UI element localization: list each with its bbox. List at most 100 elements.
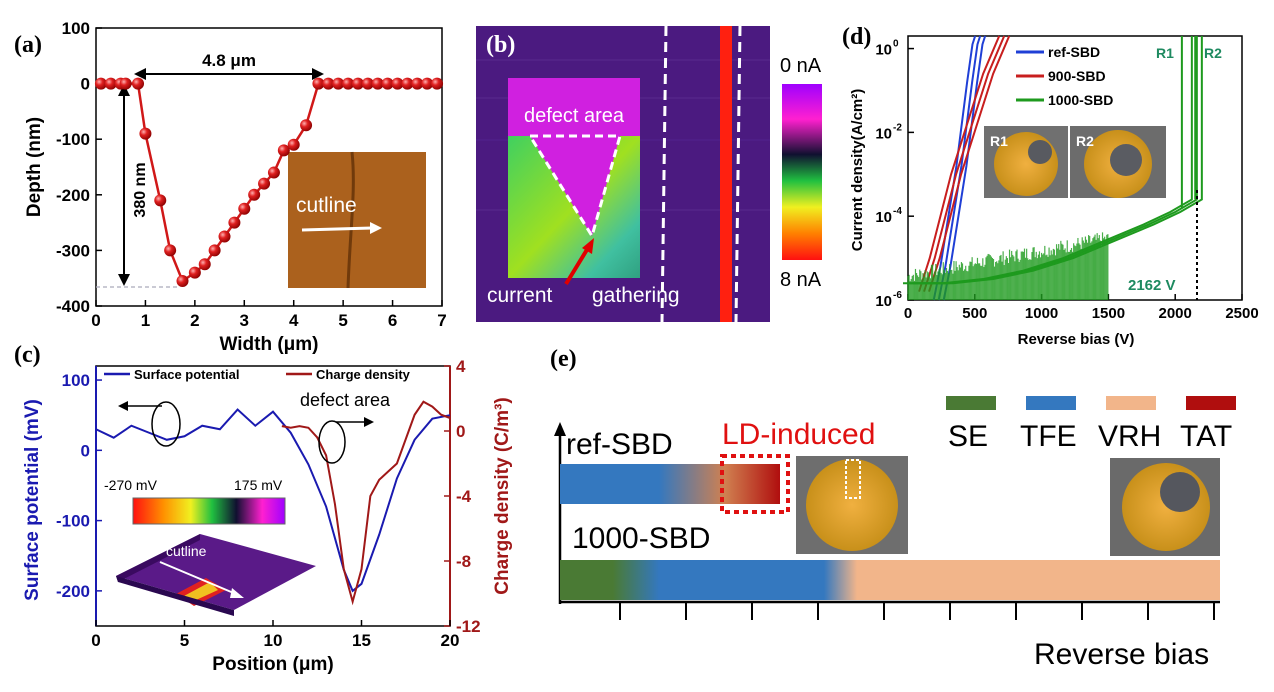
defect-area-label: defect area [524, 105, 625, 127]
profile-point [312, 77, 325, 90]
c-ytick-label: -200 [56, 582, 90, 601]
a-xtick-label: 1 [141, 311, 150, 330]
panel-e-legend: SE TFE VRH TAT [946, 396, 1236, 453]
a-xtick-label: 7 [437, 311, 446, 330]
panel-b-colorbar [782, 84, 822, 260]
ld-induced-label: LD-induced [722, 418, 875, 451]
boundary-line-left [660, 25, 668, 323]
panel-a-xlabel: Width (μm) [219, 334, 318, 355]
ld-induced-box [720, 454, 790, 514]
panel-e: (e) SE TFE VRH TAT Reverse bi [550, 346, 1236, 671]
c-ytick-label: 100 [62, 371, 90, 390]
legend-tat: TAT [1180, 420, 1232, 453]
panel-d-inset-photos: R1 R2 [984, 126, 1166, 198]
profile-point [176, 274, 189, 287]
panel-c-colorbar [132, 497, 286, 525]
profile-point [119, 77, 132, 90]
profile-point [371, 77, 384, 90]
r1-photo-label: R1 [990, 133, 1008, 149]
panel-c-colorbar-min: -270 mV [104, 477, 158, 493]
afm-cutline-arrow [301, 226, 373, 232]
profile-point [421, 77, 434, 90]
c-xtick-label: 20 [441, 631, 460, 650]
profile-point [188, 266, 201, 279]
panel-c-colorbar-max: 175 mV [234, 477, 283, 493]
d-xtick-label: 0 [904, 305, 912, 322]
iv-curve-900-SBD [923, 35, 1006, 292]
iv-curve-900-SBD [928, 35, 1011, 292]
c-xtick-label: 15 [352, 631, 371, 650]
profile-point [154, 194, 167, 207]
a-ytick-label: 0 [81, 75, 90, 94]
profile-point [104, 77, 117, 90]
d-ytick-label: 10 [875, 125, 892, 142]
d-ytick-exp: 0 [893, 39, 899, 50]
profile-point [248, 188, 261, 201]
a-ytick-label: -300 [56, 241, 90, 260]
noise-band [907, 232, 1109, 300]
c-ytick-right-label: -12 [456, 617, 481, 636]
a-xtick-label: 4 [289, 311, 299, 330]
panel-a-inset: cutline [288, 151, 426, 289]
panel-e-photo-breakdown [1110, 458, 1220, 556]
c-ytick-right-label: 0 [456, 422, 465, 441]
iv-curve-ref-SBD [937, 35, 982, 301]
panel-d-ylabel: Current density(A/cm²) [849, 89, 866, 252]
kpfm-3d-inset: cutline [116, 534, 316, 616]
profile-point [351, 77, 364, 90]
profile-point [139, 127, 152, 140]
panel-c-x-ticks: 0 5 10 15 20 [91, 620, 459, 650]
boundary-line-right [734, 25, 742, 323]
profile-point [218, 230, 231, 243]
breakdown-label: 2162 V [1128, 277, 1176, 294]
panel-e-ticks [619, 602, 1215, 620]
c-ytick-right-label: 4 [456, 357, 466, 376]
gathering-label: gathering [592, 284, 680, 307]
colorbar-min-label: 0 nA [780, 55, 822, 77]
a-ytick-label: -400 [56, 297, 90, 316]
profile-point [132, 77, 145, 90]
a-ytick-label: -200 [56, 186, 90, 205]
ref-sbd-bar [560, 464, 780, 504]
d-ytick-exp: -6 [893, 290, 902, 301]
current-label: current [487, 284, 553, 307]
legend-se: SE [948, 420, 988, 453]
panel-a-label: (a) [14, 32, 42, 58]
panel-d-legend: ref-SBD 900-SBD 1000-SBD [1016, 44, 1113, 108]
c-xtick-label: 10 [264, 631, 283, 650]
d-xtick-label: 500 [962, 305, 987, 322]
panel-d-label: (d) [842, 24, 871, 50]
iv-curve-ref-SBD [942, 35, 987, 301]
a-xtick-label: 6 [388, 311, 397, 330]
afm-inset-image [288, 152, 426, 288]
panel-a: (a) 100 0 -100 -200 -300 -400 0 1 2 3 4 5 6 7 Depth … [14, 19, 447, 355]
d-xtick-label: 1000 [1025, 305, 1058, 322]
legend-surface-potential: Surface potential [134, 367, 239, 382]
iv-curve-900-SBD [918, 35, 1001, 292]
panel-a-frame [95, 27, 443, 307]
panel-c-series [95, 400, 451, 606]
profile-point [322, 77, 335, 90]
legend-se-swatch [946, 396, 996, 410]
c-ytick-right-label: -8 [456, 552, 471, 571]
a-xtick-label: 5 [338, 311, 347, 330]
depth-label: 380 nm [132, 162, 149, 217]
r2-label: R2 [1204, 45, 1222, 61]
profile-point [238, 202, 251, 215]
panel-a-ylabel: Depth (nm) [24, 117, 45, 217]
panel-e-photo-ld [796, 456, 908, 554]
c-xtick-label: 5 [180, 631, 189, 650]
profile-point [361, 77, 374, 90]
c-xtick-label: 0 [91, 631, 100, 650]
panel-d-xlabel: Reverse bias (V) [1018, 331, 1135, 348]
legend-tat-swatch [1186, 396, 1236, 410]
a-xtick-label: 0 [91, 311, 100, 330]
profile-point [208, 244, 221, 257]
profile-point [287, 138, 300, 151]
width-label: 4.8 μm [202, 51, 256, 70]
d-ytick-label: 10 [875, 293, 892, 310]
panel-c-legend: Surface potential Charge density [104, 367, 411, 382]
